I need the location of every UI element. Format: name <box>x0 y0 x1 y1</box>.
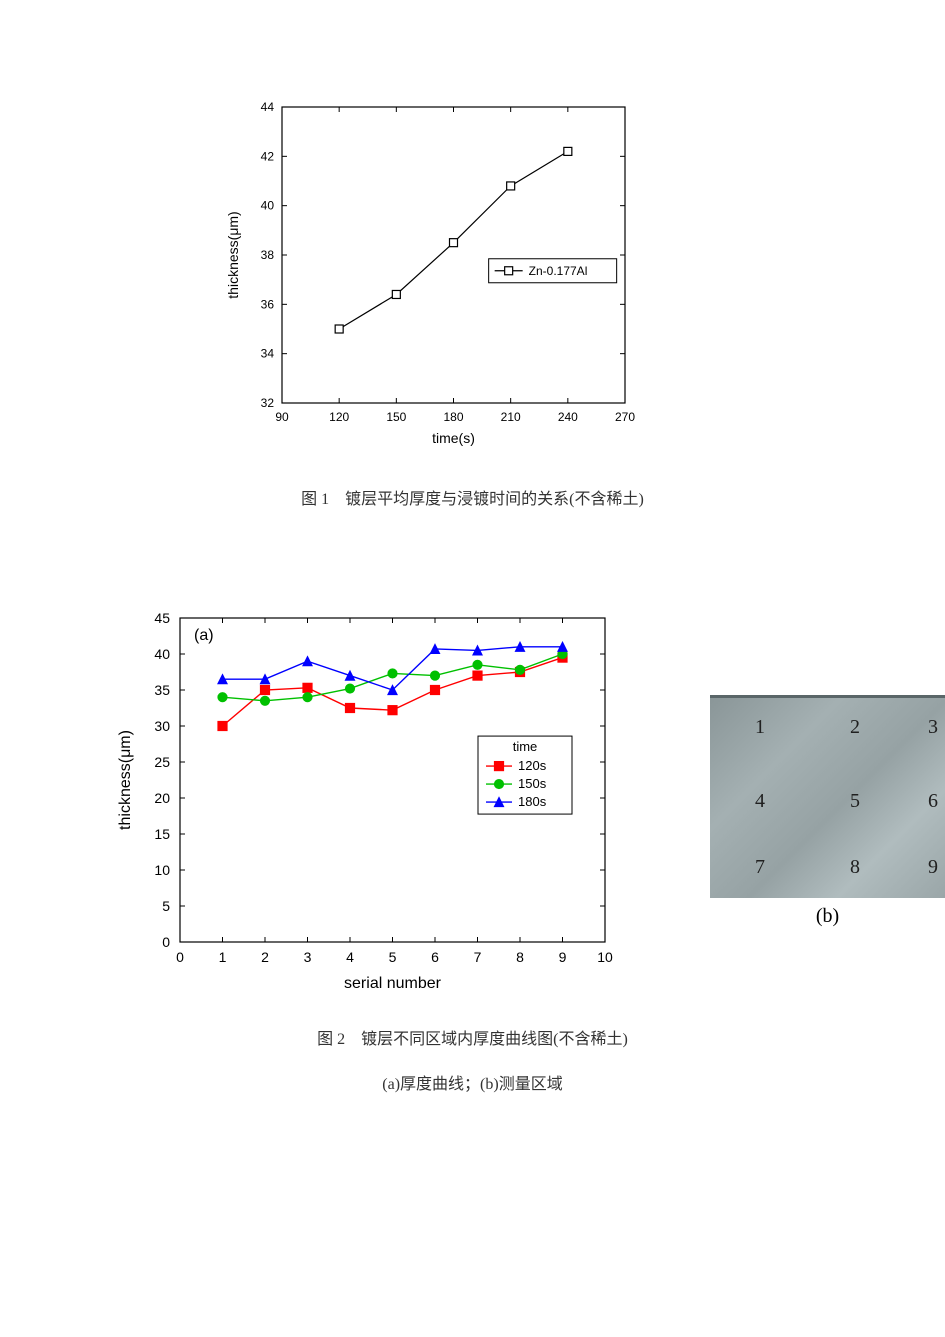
page: 9012015018021024027032343638404244time(s… <box>0 0 945 1337</box>
svg-text:44: 44 <box>261 100 275 114</box>
figure-1-chart: 90 120 150 180 210 240 270 32 34 36 38 40 42 44 time(s… <box>220 95 640 455</box>
svg-text:180s: 180s <box>518 794 547 809</box>
svg-text:8: 8 <box>516 949 524 965</box>
region-label-7: 7 <box>755 856 765 879</box>
figure-2-caption: 图 2 镀层不同区域内厚度曲线图(不含稀土) <box>0 1025 945 1049</box>
svg-text:10: 10 <box>597 949 613 965</box>
svg-text:5: 5 <box>162 898 170 914</box>
region-label-2: 2 <box>850 716 860 739</box>
figure-2b-label: (b) <box>710 905 945 928</box>
svg-text:40: 40 <box>154 646 170 662</box>
svg-text:Zn-0.177Al: Zn-0.177Al <box>529 264 588 278</box>
svg-text:4: 4 <box>346 949 354 965</box>
svg-text:thickness(μm): thickness(μm) <box>117 730 134 830</box>
svg-text:180: 180 <box>443 410 463 424</box>
svg-text:35: 35 <box>154 682 170 698</box>
svg-text:5: 5 <box>389 949 397 965</box>
svg-text:150: 150 <box>386 410 406 424</box>
region-label-1: 1 <box>755 716 765 739</box>
svg-text:10: 10 <box>154 862 170 878</box>
region-label-3: 3 <box>928 716 938 739</box>
region-label-5: 5 <box>850 790 860 813</box>
region-label-8: 8 <box>850 856 860 879</box>
svg-text:7: 7 <box>474 949 482 965</box>
svg-text:34: 34 <box>261 347 275 361</box>
svg-text:120s: 120s <box>518 758 547 773</box>
svg-text:thickness(μm): thickness(μm) <box>225 211 241 298</box>
svg-text:0: 0 <box>162 934 170 950</box>
svg-text:1: 1 <box>219 949 227 965</box>
region-label-4: 4 <box>755 790 765 813</box>
figure-2b-photo: 1 2 3 4 5 6 7 8 9 <box>710 695 945 898</box>
svg-text:serial number: serial number <box>344 975 442 992</box>
svg-text:210: 210 <box>501 410 521 424</box>
region-label-9: 9 <box>928 856 938 879</box>
svg-text:2: 2 <box>261 949 269 965</box>
figure-1-caption: 图 1 镀层平均厚度与浸镀时间的关系(不含稀土) <box>0 485 945 509</box>
svg-text:240: 240 <box>558 410 578 424</box>
chart1-svg: 90 120 150 180 210 240 270 32 34 36 38 40 42 44 time(s… <box>220 95 640 455</box>
svg-text:270: 270 <box>615 410 635 424</box>
svg-text:45: 45 <box>154 610 170 626</box>
svg-text:time: time <box>513 739 538 754</box>
svg-text:36: 36 <box>261 297 275 311</box>
svg-text:32: 32 <box>261 396 275 410</box>
svg-text:120: 120 <box>329 410 349 424</box>
svg-text:time(s): time(s) <box>432 430 475 446</box>
svg-text:6: 6 <box>431 949 439 965</box>
chart2-svg: 012345678910051015202530354045serial num… <box>110 600 620 1000</box>
svg-text:90: 90 <box>275 410 289 424</box>
svg-text:42: 42 <box>261 149 275 163</box>
svg-text:38: 38 <box>261 248 275 262</box>
svg-text:40: 40 <box>261 199 275 213</box>
svg-text:15: 15 <box>154 826 170 842</box>
svg-text:25: 25 <box>154 754 170 770</box>
svg-text:9: 9 <box>559 949 567 965</box>
svg-text:30: 30 <box>154 718 170 734</box>
svg-text:(a): (a) <box>194 627 214 644</box>
region-label-6: 6 <box>928 790 938 813</box>
svg-text:20: 20 <box>154 790 170 806</box>
figure-2a-chart: 012345678910051015202530354045serial num… <box>110 600 620 1000</box>
svg-text:150s: 150s <box>518 776 547 791</box>
svg-text:0: 0 <box>176 949 184 965</box>
figure-2-subcaption: (a)厚度曲线；(b)测量区域 <box>0 1070 945 1094</box>
svg-text:3: 3 <box>304 949 312 965</box>
